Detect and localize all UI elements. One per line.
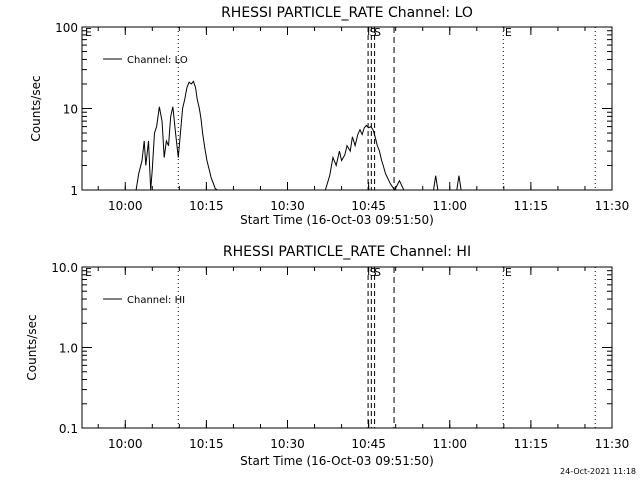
y-axis-label: Counts/sec bbox=[29, 75, 43, 141]
event-marker: S bbox=[370, 266, 377, 279]
series-line bbox=[433, 175, 439, 191]
x-tick-label: 11:00 bbox=[432, 437, 467, 451]
event-marker: E bbox=[505, 266, 512, 279]
y-tick-label: 1 bbox=[70, 184, 78, 198]
chart-title: RHESSI PARTICLE_RATE Channel: LO bbox=[221, 5, 473, 21]
event-marker: S bbox=[374, 266, 381, 279]
legend-entry: Channel: LO bbox=[127, 55, 188, 66]
event-marker: S bbox=[370, 26, 377, 39]
plot-frame bbox=[81, 26, 613, 191]
legend-entry: Channel: HI bbox=[127, 295, 185, 306]
event-marker: E bbox=[85, 266, 92, 279]
footer-timestamp: 24-Oct-2021 11:18 bbox=[560, 467, 636, 476]
y-tick-label: 100 bbox=[55, 21, 78, 35]
x-tick-label: 10:45 bbox=[351, 199, 386, 213]
series-line bbox=[324, 124, 412, 191]
y-tick-label: 0.1 bbox=[59, 422, 78, 436]
x-tick-label: 10:45 bbox=[351, 437, 386, 451]
x-tick-label: 10:00 bbox=[108, 199, 143, 213]
x-axis-label: Start Time (16-Oct-03 09:51:50) bbox=[240, 213, 434, 227]
x-tick-label: 11:15 bbox=[514, 199, 549, 213]
y-tick-label: 10 bbox=[63, 103, 78, 117]
event-marker: S bbox=[374, 26, 381, 39]
y-tick-label: 10.0 bbox=[51, 261, 78, 275]
x-tick-label: 11:30 bbox=[595, 437, 630, 451]
x-tick-label: 10:15 bbox=[189, 199, 224, 213]
x-axis-label: Start Time (16-Oct-03 09:51:50) bbox=[240, 454, 434, 468]
chart-title: RHESSI PARTICLE_RATE Channel: HI bbox=[223, 244, 471, 260]
series-line bbox=[456, 175, 462, 191]
x-tick-label: 11:30 bbox=[595, 199, 630, 213]
y-axis-label: Counts/sec bbox=[25, 314, 39, 380]
x-tick-label: 11:00 bbox=[432, 199, 467, 213]
y-tick-label: 1.0 bbox=[59, 342, 78, 356]
event-marker: E bbox=[505, 26, 512, 39]
x-tick-label: 10:00 bbox=[108, 437, 143, 451]
event-marker: E bbox=[85, 26, 92, 39]
plot-frame bbox=[81, 266, 613, 429]
x-tick-label: 10:30 bbox=[270, 199, 305, 213]
x-tick-label: 10:15 bbox=[189, 437, 224, 451]
panel-hi: RHESSI PARTICLE_RATE Channel: HI 10:00 10:… bbox=[25, 244, 629, 468]
panel-lo: RHESSI PARTICLE_RATE Channel: LO 10:00 10:… bbox=[29, 5, 629, 227]
x-tick-label: 10:30 bbox=[270, 437, 305, 451]
series-line bbox=[135, 80, 219, 191]
x-tick-label: 11:15 bbox=[514, 437, 549, 451]
